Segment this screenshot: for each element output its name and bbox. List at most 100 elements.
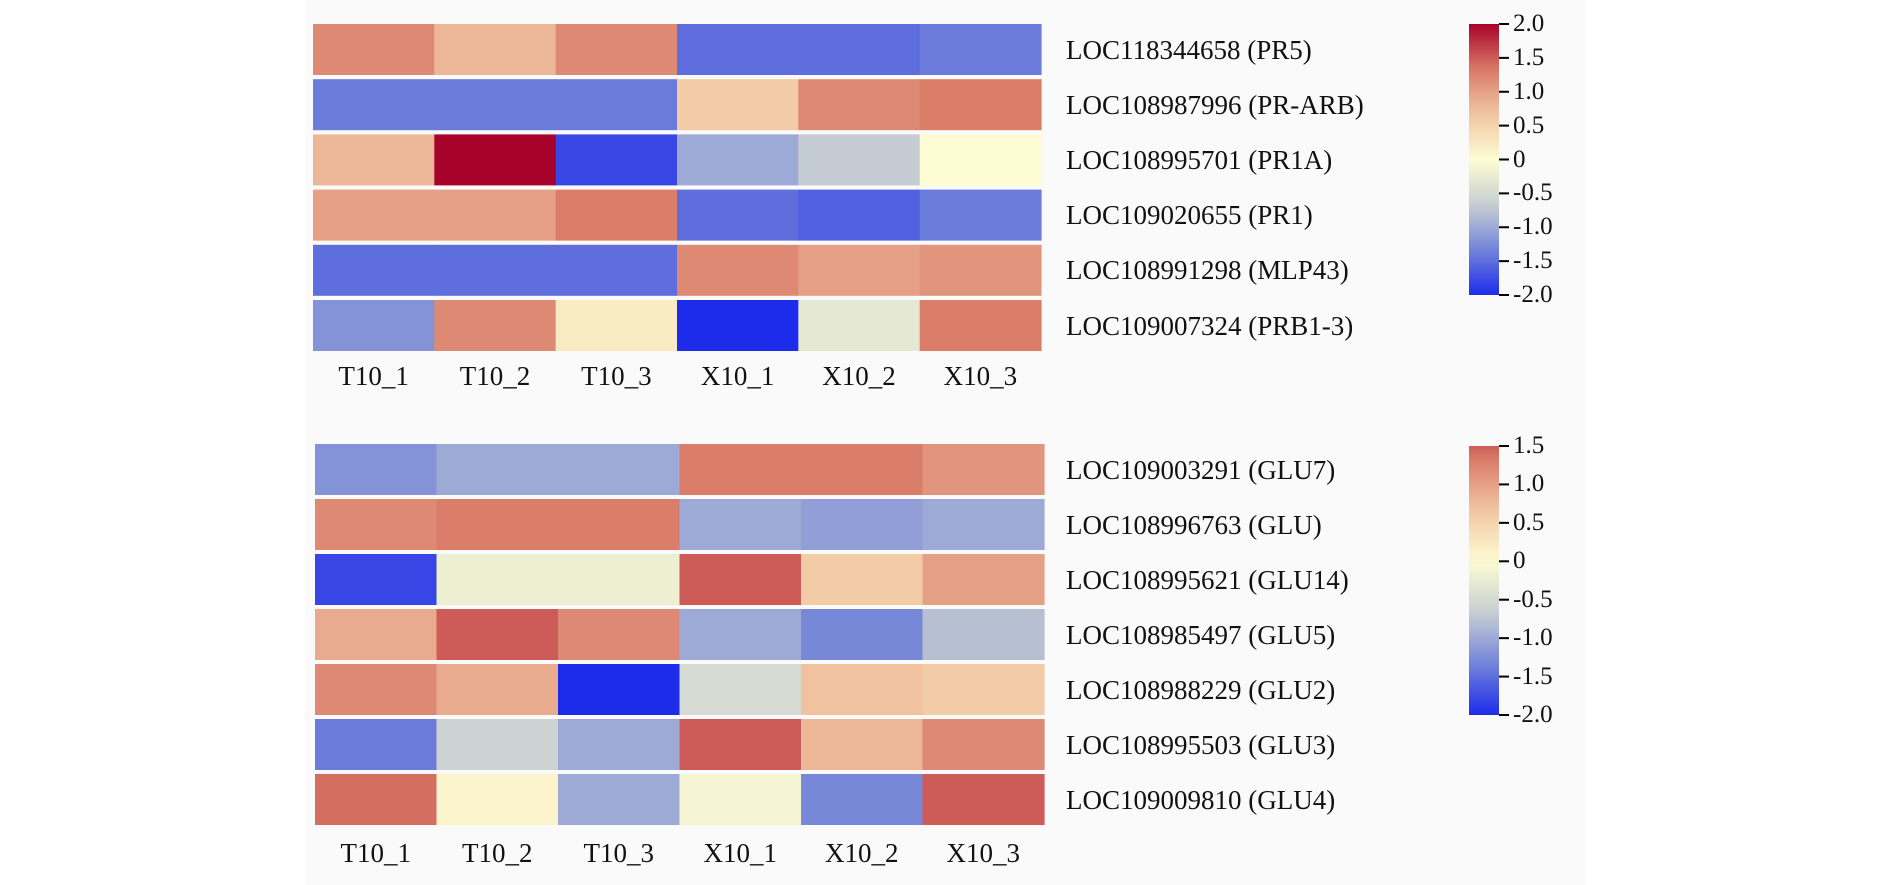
heatmap-cell — [315, 499, 438, 550]
heatmap-cell — [922, 774, 1045, 825]
heatmap-cell — [434, 79, 557, 131]
heatmap-cell — [558, 444, 681, 495]
colorbar-tick-label: -1.5 — [1513, 662, 1553, 690]
heatmap-cell — [555, 189, 678, 241]
heatmap-cell — [434, 244, 557, 296]
heatmap-cell — [434, 189, 557, 241]
heatmap-cell — [919, 134, 1042, 186]
heatmap-cell — [558, 609, 681, 660]
sample-label: T10_2 — [459, 361, 531, 391]
heatmap-cell — [801, 774, 924, 825]
heatmap-cell — [555, 134, 678, 186]
heatmap-cell — [434, 134, 557, 186]
gene-label: LOC118344658 (PR5) — [1066, 34, 1312, 65]
heatmap-cell — [922, 609, 1045, 660]
heatmap-cell — [798, 24, 921, 75]
heatmap-cell — [313, 134, 435, 186]
heatmap-cell — [558, 774, 681, 825]
heatmap-cell — [801, 664, 924, 715]
heatmap-cell — [315, 774, 438, 825]
heatmap-cell — [919, 189, 1042, 241]
heatmap-cell — [436, 719, 559, 770]
colorbar-tick-label: 1.5 — [1513, 43, 1545, 71]
gene-label: LOC108995701 (PR1A) — [1066, 144, 1333, 175]
heatmap-cell — [555, 79, 678, 131]
heatmap-cell — [798, 79, 921, 131]
sample-label: X10_3 — [943, 361, 1018, 391]
heatmap-cell — [434, 300, 557, 351]
heatmap-cell — [436, 554, 559, 605]
sample-label: T10_2 — [462, 838, 533, 868]
heatmap-cell — [677, 244, 799, 296]
heatmap-cell — [679, 719, 802, 770]
gene-label: LOC108988229 (GLU2) — [1066, 674, 1336, 705]
sample-label: X10_3 — [946, 838, 1021, 868]
gene-label: LOC109020655 (PR1) — [1066, 200, 1313, 231]
colorbar-tick-label: -0.5 — [1513, 585, 1553, 613]
heatmap-cell — [919, 300, 1042, 351]
gene-label: LOC108995503 (GLU3) — [1066, 729, 1336, 760]
colorbar-tick-label: 1.5 — [1513, 432, 1545, 459]
heatmap-cell — [315, 609, 438, 660]
heatmap-cell — [679, 774, 802, 825]
heatmap-cell — [434, 24, 557, 75]
heatmap-cell — [677, 300, 799, 351]
heatmap-cell — [313, 300, 435, 351]
heatmap-cell — [436, 609, 559, 660]
colorbar-tick-label: 0 — [1513, 145, 1526, 173]
gene-label: LOC109007324 (PRB1-3) — [1066, 310, 1354, 341]
heatmap-cell — [436, 664, 559, 715]
heatmap-cell — [313, 244, 435, 296]
heatmap-cell — [679, 444, 802, 495]
gene-label: LOC108987996 (PR-ARB) — [1066, 89, 1364, 120]
colorbar-tick-label: -1.5 — [1513, 247, 1553, 275]
gene-label: LOC108996763 (GLU) — [1066, 509, 1322, 540]
heatmap-cell — [919, 244, 1042, 296]
heatmap-cell — [436, 774, 559, 825]
heatmap-cell — [679, 499, 802, 550]
heatmap-cell — [315, 664, 438, 715]
sample-label: X10_1 — [703, 838, 778, 868]
sample-label: T10_3 — [583, 838, 655, 868]
heatmap-cell — [315, 554, 438, 605]
heatmap-cell — [679, 664, 802, 715]
heatmap-cell — [558, 499, 681, 550]
heatmap-cell — [558, 719, 681, 770]
heatmap-cell — [677, 189, 799, 241]
heatmap-cell — [436, 499, 559, 550]
colorbar-tick-label: -1.0 — [1513, 624, 1553, 652]
heatmap-cell — [313, 189, 435, 241]
gene-label: LOC109003291 (GLU7) — [1066, 454, 1336, 485]
heatmap-cell — [922, 499, 1045, 550]
gene-label: LOC108991298 (MLP43) — [1066, 255, 1349, 286]
sample-label: T10_1 — [340, 838, 412, 868]
heatmap-cell — [801, 499, 924, 550]
sample-label: T10_3 — [581, 361, 652, 391]
colorbar-tick-label: 1.0 — [1513, 77, 1545, 105]
heatmap-cell — [677, 134, 799, 186]
gene-label: LOC109009810 (GLU4) — [1066, 784, 1336, 815]
colorbar-tick-label: 2.0 — [1513, 10, 1545, 37]
heatmap-cell — [922, 719, 1045, 770]
colorbar-tick-label: 0 — [1513, 547, 1526, 575]
colorbar — [1469, 24, 1499, 295]
sample-label: X10_1 — [700, 361, 775, 391]
colorbar-tick-label: 0.5 — [1513, 111, 1545, 139]
heatmap-cell — [798, 134, 921, 186]
heatmap-cell — [558, 554, 681, 605]
heatmap-cell — [801, 554, 924, 605]
heatmap-cell — [315, 719, 438, 770]
heatmap-cell — [798, 189, 921, 241]
heatmap-cell — [922, 664, 1045, 715]
heatmap-cell — [922, 444, 1045, 495]
heatmap-cell — [801, 444, 924, 495]
heatmap-cell — [801, 719, 924, 770]
heatmap-cell — [679, 554, 802, 605]
heatmap-cell — [922, 554, 1045, 605]
colorbar-tick-label: 1.0 — [1513, 470, 1545, 498]
gene-label: LOC108995621 (GLU14) — [1066, 564, 1349, 595]
sample-label: T10_1 — [338, 361, 409, 391]
heatmap-cell — [313, 24, 435, 75]
heatmap-cell — [436, 444, 559, 495]
